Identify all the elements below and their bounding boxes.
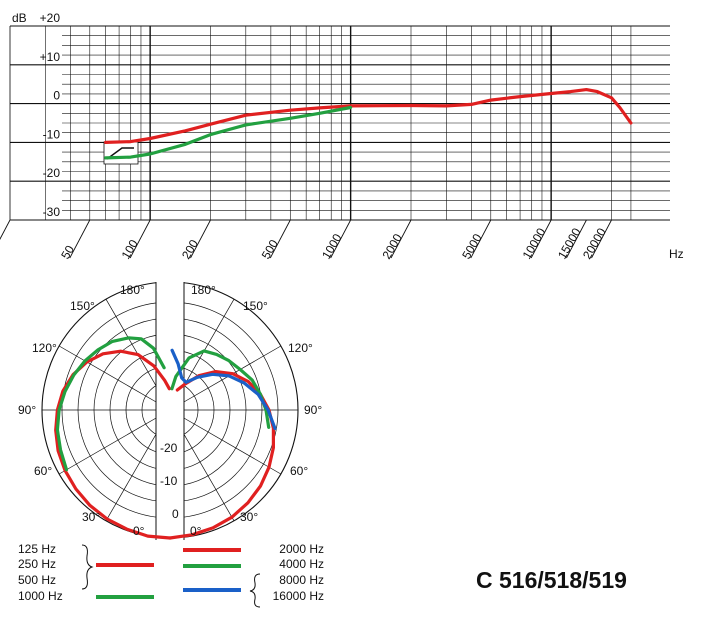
angle-label-0-right: 0°	[190, 524, 202, 538]
x-tick-labels: 2050100200500100020005000100001500020000	[0, 219, 612, 262]
angle-label-150-right: 150°	[243, 299, 268, 313]
x-tick-label: 5000	[459, 231, 485, 261]
radial-label-minus20: -20	[160, 441, 178, 455]
angle-label-0-left: 0°	[133, 524, 145, 538]
angle-label-180-right: 180°	[191, 283, 216, 297]
polar-grid	[41, 279, 299, 541]
legend-text-250: 250 Hz	[18, 557, 56, 571]
radial-label-minus10: -10	[160, 474, 178, 488]
x-tick-mark	[330, 219, 352, 259]
angle-label-150-left: 150°	[70, 299, 95, 313]
x-tick-label: 100	[119, 237, 141, 262]
polar-right-series-2	[170, 348, 277, 431]
frequency-series-0	[104, 87, 633, 144]
model-name: C 516/518/519	[476, 567, 627, 593]
legend-brace-left	[81, 544, 94, 590]
polar-left-series-0	[54, 349, 172, 540]
low-cut-filter-icon	[103, 141, 139, 165]
angle-label-120-left: 120°	[32, 341, 57, 355]
angle-label-30-right: 30°	[240, 510, 258, 524]
y-tick-label: +20	[40, 11, 61, 25]
legend-text-500: 500 Hz	[18, 573, 56, 587]
y-tick-label: -30	[43, 205, 61, 219]
legend-text-16000: 16000 Hz	[273, 589, 324, 603]
x-tick-label: 15000	[555, 225, 584, 261]
frequency-grid	[9, 25, 670, 221]
x-tick-label: 2000	[379, 231, 405, 261]
radial-label-zero: 0	[172, 507, 179, 521]
x-tick-mark	[591, 219, 612, 259]
legend-brace-right	[249, 573, 261, 608]
x-tick-label: 50	[58, 243, 77, 262]
legend-text-1000: 1000 Hz	[18, 589, 63, 603]
y-tick-label: -10	[43, 127, 61, 141]
x-tick-mark	[530, 219, 552, 259]
polar-spoke	[58, 345, 160, 405]
x-tick-mark	[0, 219, 11, 240]
x-tick-mark	[269, 219, 291, 259]
x-tick-mark	[129, 219, 151, 259]
polar-spoke	[175, 420, 235, 522]
legend-text-4000: 4000 Hz	[279, 557, 324, 571]
angle-label-60-right: 60°	[290, 464, 308, 478]
x-tick-label: 200	[179, 237, 201, 262]
x-tick-label: 20000	[580, 225, 609, 261]
legend-text-8000: 8000 Hz	[279, 573, 324, 587]
y-tick-label: -20	[43, 166, 61, 180]
angle-label-30-left: 30°	[82, 510, 100, 524]
y-unit-label: dB	[12, 11, 27, 25]
y-tick-label: +10	[40, 50, 61, 64]
frequency-series-1	[104, 105, 353, 160]
polar-series	[54, 336, 277, 540]
x-tick-label: 1000	[319, 231, 345, 261]
angle-label-120-right: 120°	[288, 341, 313, 355]
x-tick-label: 10000	[520, 225, 549, 261]
x-tick-mark	[470, 219, 492, 259]
polar-center-gap	[156, 279, 184, 541]
polar-spoke	[105, 420, 165, 522]
legend-text-125: 125 Hz	[18, 542, 56, 556]
y-tick-labels: +20 +10 0 -10 -20 -30	[40, 11, 61, 219]
angle-label-90-left: 90°	[18, 403, 36, 417]
x-tick-mark	[566, 219, 587, 259]
frequency-legend: 125 Hz 250 Hz 500 Hz 1000 Hz 2000 Hz 400…	[18, 542, 324, 608]
y-tick-label: 0	[53, 89, 60, 103]
x-tick-mark	[190, 219, 211, 259]
x-axis-label: Hz	[669, 247, 684, 261]
x-tick-mark	[390, 219, 412, 259]
polar-pattern-chart: 180° 180° 150° 150° 120° 120° 90° 90° 60…	[18, 279, 322, 541]
angle-label-180-left: 180°	[120, 283, 145, 297]
angle-label-90-right: 90°	[304, 403, 322, 417]
x-tick-mark	[69, 219, 91, 259]
x-tick-label: 500	[259, 237, 281, 262]
legend-text-2000: 2000 Hz	[279, 542, 324, 556]
polar-left-series-1	[55, 336, 166, 472]
frequency-response-chart: dB +20+100-10-20-30 20501002005001000200…	[0, 11, 684, 262]
polar-spoke	[58, 415, 160, 475]
polar-spoke	[105, 298, 165, 400]
frequency-series	[104, 87, 633, 160]
polar-spoke	[180, 415, 282, 475]
angle-label-60-left: 60°	[34, 464, 52, 478]
